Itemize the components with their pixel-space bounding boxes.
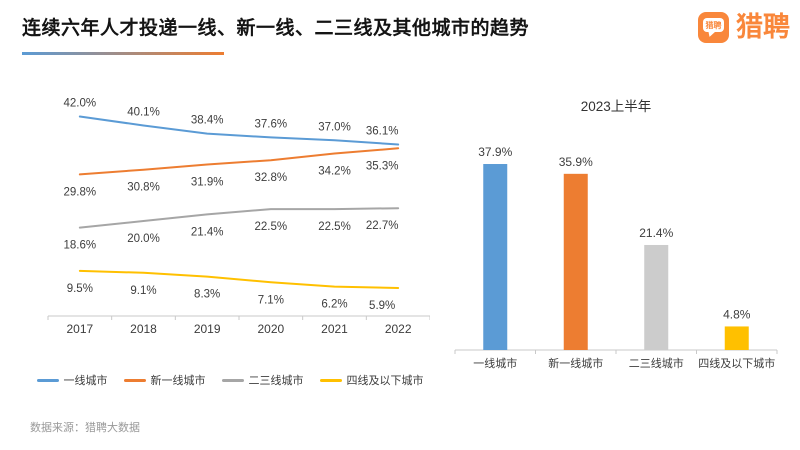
x-axis-label: 二三线城市: [629, 356, 684, 370]
line-series: 29.8% 30.8% 31.9% 32.8% 34.2% 35.3%: [64, 147, 400, 198]
x-axis-label: 一线城市: [473, 356, 517, 370]
data-label: 31.9%: [191, 176, 224, 188]
speech-bubble-tail: [704, 29, 716, 42]
data-label: 40.1%: [127, 107, 160, 119]
legend-label: 二三线城市: [248, 375, 304, 387]
legend-swatch: [221, 378, 244, 382]
data-label: 29.8%: [64, 186, 97, 198]
x-axis-label: 2019: [194, 322, 221, 336]
data-label: 42.0%: [64, 98, 97, 110]
data-label: 36.1%: [366, 126, 399, 138]
x-axis-label: 四线及以下城市: [698, 356, 775, 370]
bar-chart: 2023上半年 37.9% 一线城市 35.9% 新一线城市 21.4% 二三线城市 4.8%…: [454, 99, 778, 370]
data-label: 20.0%: [127, 233, 160, 245]
legend-swatch: [123, 378, 146, 382]
legend-swatch: [36, 378, 59, 382]
line-series: 9.5% 9.1% 8.3% 7.1% 6.2% 5.9%: [67, 269, 400, 312]
data-label: 30.8%: [127, 182, 160, 194]
x-axis-label: 2022: [385, 322, 412, 336]
data-label: 9.1%: [130, 285, 156, 297]
title-underline: [22, 52, 224, 55]
x-axis-label: 2021: [321, 322, 348, 336]
legend-swatch: [319, 378, 342, 382]
bar: [483, 164, 508, 350]
data-label: 35.9%: [559, 155, 593, 169]
liepin-logo-icon: 猎聘: [698, 12, 729, 43]
data-label: 34.2%: [318, 166, 351, 178]
data-source-note: 数据来源：猎聘大数据: [30, 422, 140, 434]
bar-chart-title: 2023上半年: [581, 99, 652, 114]
data-label: 9.5%: [67, 283, 93, 295]
x-axis-label: 2017: [66, 322, 93, 336]
data-label: 6.2%: [321, 299, 347, 311]
data-label: 37.6%: [255, 118, 288, 130]
line-series: 18.6% 20.0% 21.4% 22.5% 22.5% 22.7%: [64, 207, 400, 252]
series-line: [78, 147, 400, 176]
legend-item: 新一线城市: [123, 372, 206, 388]
legend-item: 四线及以下城市: [319, 372, 424, 388]
line-chart: 2017 2018 2019 2020 2021 2022 42.0% 40.1% 38.4% 3…: [47, 98, 430, 336]
data-label: 37.0%: [318, 121, 351, 133]
data-label: 7.1%: [258, 294, 284, 306]
bar: [563, 173, 588, 350]
x-axis-label: 2018: [130, 322, 157, 336]
liepin-wordmark: 猎聘: [736, 12, 790, 42]
data-label: 22.5%: [255, 221, 288, 233]
data-label: 35.3%: [366, 160, 399, 172]
legend-item: 一线城市: [36, 372, 108, 388]
bar: [644, 244, 669, 350]
bar: [724, 326, 749, 350]
series-line: [78, 115, 400, 146]
data-label: 22.7%: [366, 220, 399, 232]
data-label: 21.4%: [191, 226, 224, 238]
legend-label: 新一线城市: [150, 375, 206, 387]
data-label: 21.4%: [639, 226, 673, 240]
legend-label: 一线城市: [63, 375, 108, 387]
series-line: [78, 207, 400, 229]
data-label: 22.5%: [318, 221, 351, 233]
speech-bubble-icon: 猎聘: [703, 18, 724, 32]
x-axis-label: 2020: [257, 322, 284, 336]
data-label: 18.6%: [64, 240, 97, 252]
line-series: 42.0% 40.1% 38.4% 37.6% 37.0% 36.1%: [64, 98, 400, 146]
data-label: 38.4%: [191, 115, 224, 127]
data-label: 4.8%: [723, 307, 751, 321]
x-axis-label: 新一线城市: [548, 356, 603, 370]
legend-label: 四线及以下城市: [346, 375, 424, 387]
liepin-logo: 猎聘 猎聘: [698, 12, 790, 43]
line-chart-legend: 一线城市 新一线城市 二三线城市 四线及以下城市: [30, 372, 430, 388]
legend-item: 二三线城市: [221, 372, 304, 388]
page-title: 连续六年人才投递一线、新一线、二三线及其他城市的趋势: [22, 18, 530, 39]
data-label: 5.9%: [369, 300, 395, 312]
data-label: 37.9%: [478, 145, 512, 159]
series-line: [78, 269, 400, 289]
data-label: 32.8%: [255, 172, 288, 184]
data-label: 8.3%: [194, 289, 220, 301]
